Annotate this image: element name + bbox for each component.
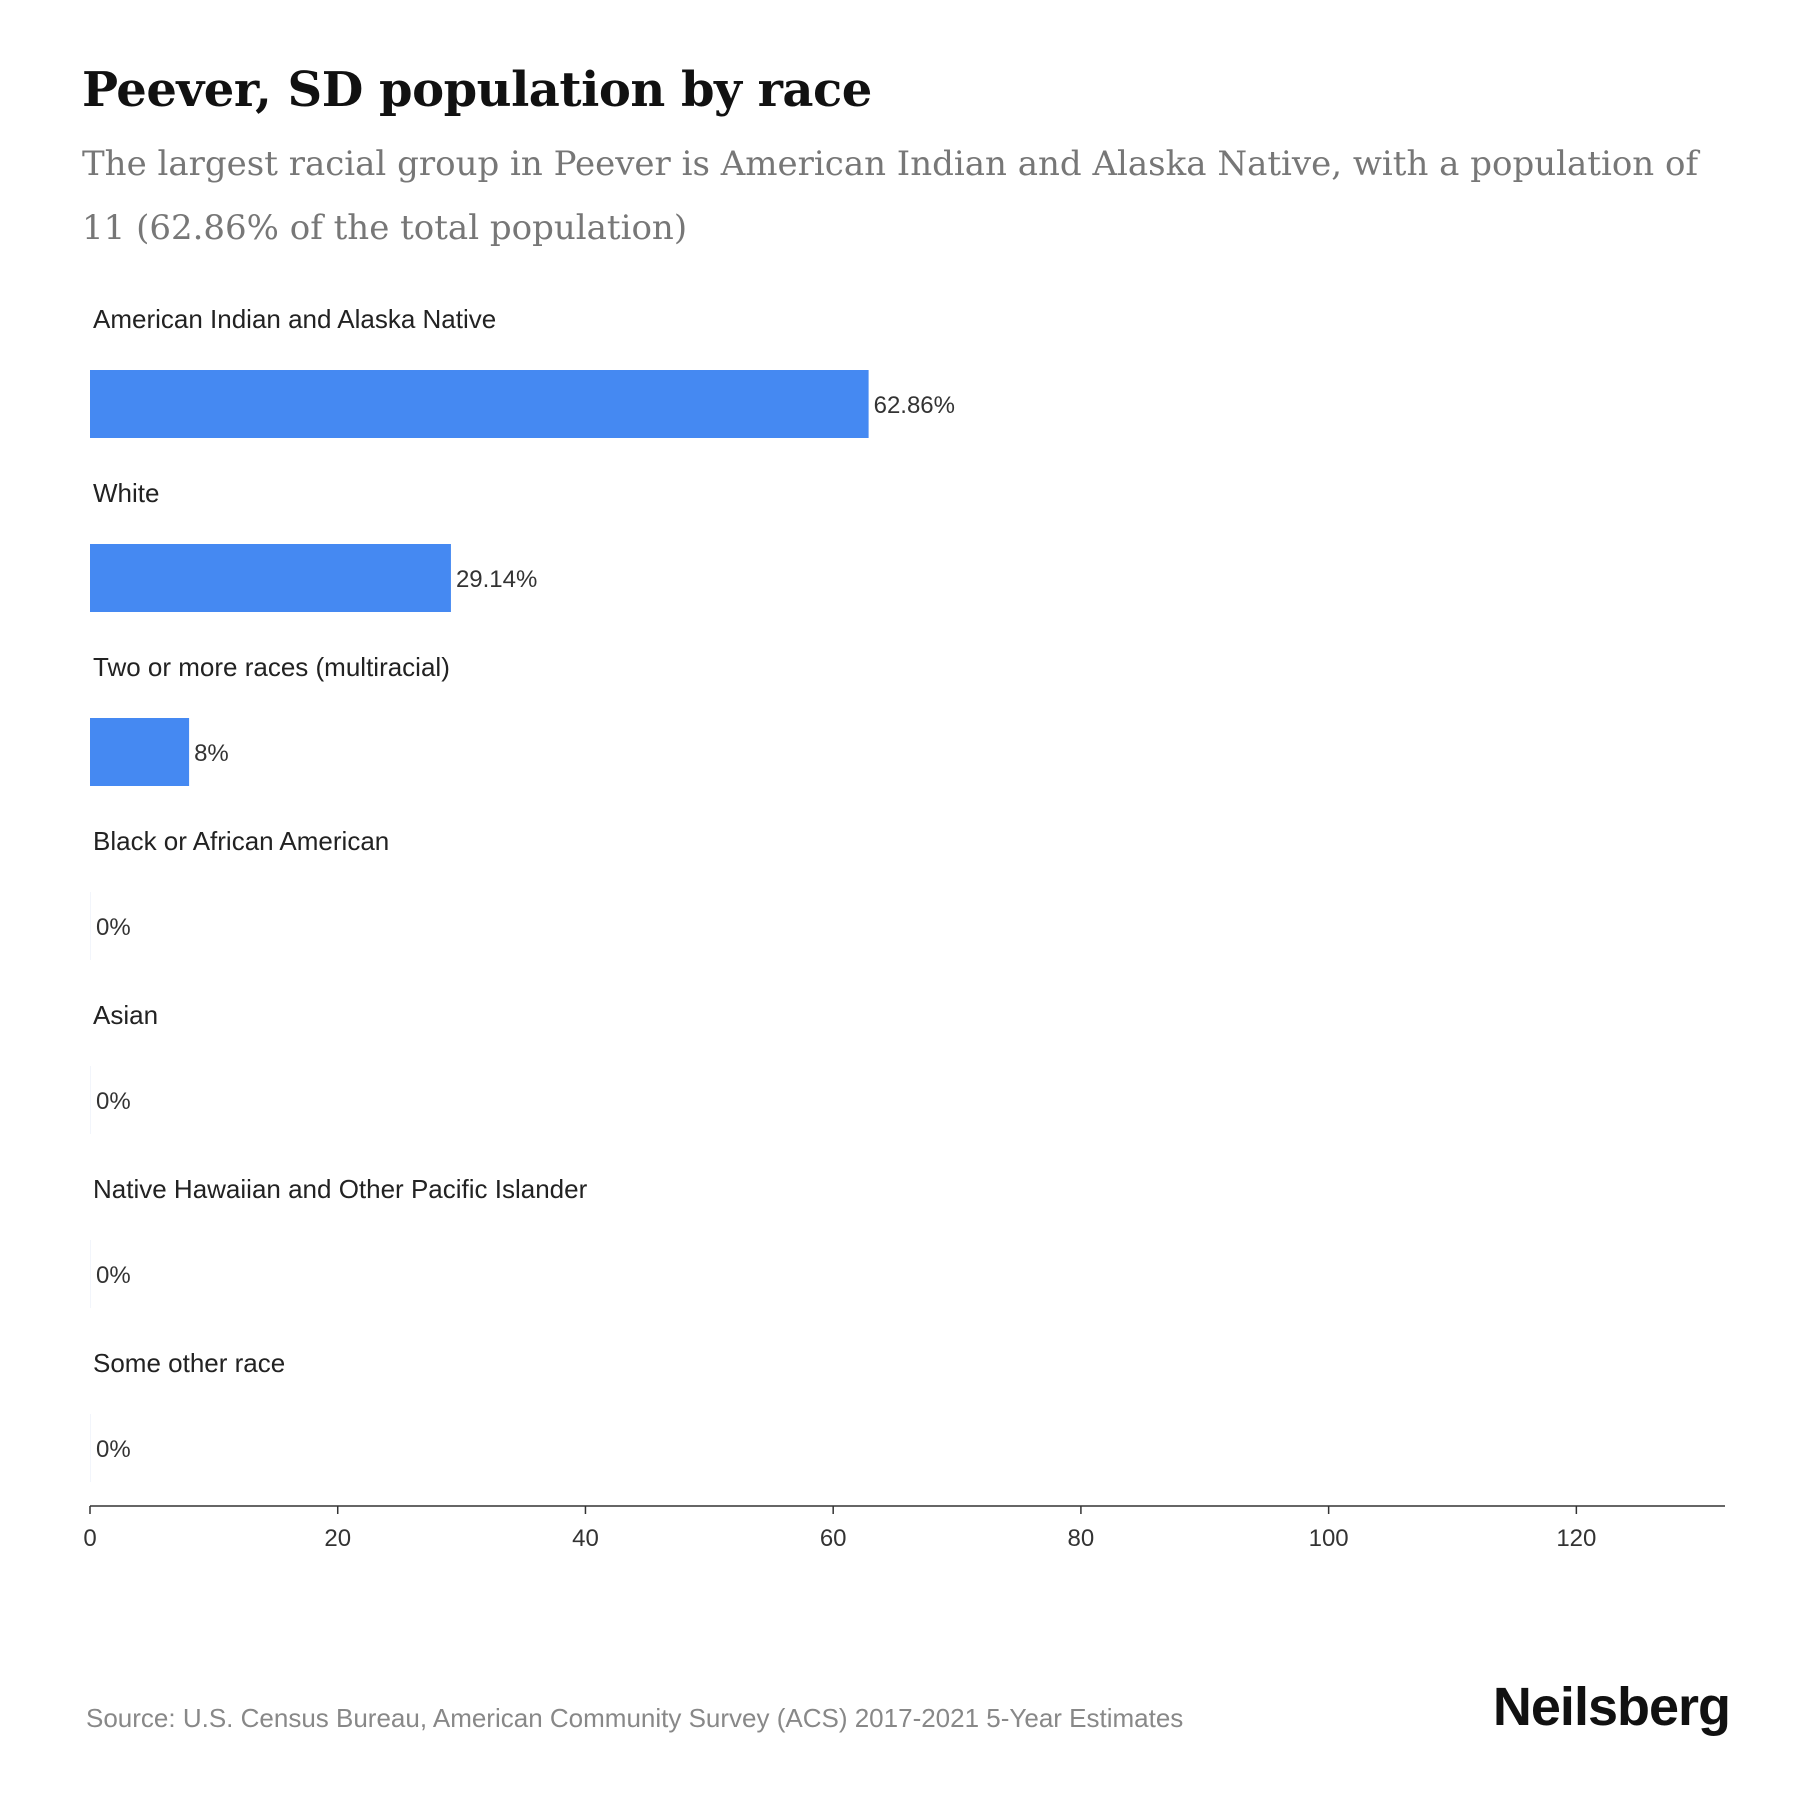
chart-subtitle: The largest racial group in Peever is Am… [82,144,1699,248]
chart-title: Peever, SD population by race [82,62,872,118]
bar [90,892,91,960]
bar [90,1066,91,1134]
category-label: Black or African American [93,826,389,856]
x-tick-label: 120 [1556,1525,1596,1552]
category-label: Some other race [93,1348,285,1378]
value-label: 0% [96,1436,131,1463]
source-note: Source: U.S. Census Bureau, American Com… [86,1703,1184,1733]
bar [90,544,451,612]
category-label: Native Hawaiian and Other Pacific Island… [93,1174,588,1204]
x-tick-label: 0 [83,1525,96,1552]
category-label: White [93,478,159,508]
x-tick-label: 20 [324,1525,351,1552]
category-label: Asian [93,1000,158,1030]
bar-chart: American Indian and Alaska Native 62.86% W… [83,304,1725,1552]
value-label: 29.14% [456,566,537,593]
x-tick-label: 100 [1309,1525,1349,1552]
category-label: American Indian and Alaska Native [93,304,496,334]
value-label: 62.86% [874,392,955,419]
value-label: 0% [96,1088,131,1115]
value-label: 0% [96,914,131,941]
bar [90,370,869,438]
bar [90,1240,91,1308]
bar [90,718,190,786]
x-tick-label: 40 [572,1525,599,1552]
value-label: 8% [194,740,229,767]
brand-logo: Neilsberg [1492,1677,1731,1737]
category-label: Two or more races (multiracial) [93,652,450,682]
x-tick-label: 60 [820,1525,847,1552]
x-tick-label: 80 [1068,1525,1095,1552]
bar [90,1414,91,1482]
value-label: 0% [96,1262,131,1289]
